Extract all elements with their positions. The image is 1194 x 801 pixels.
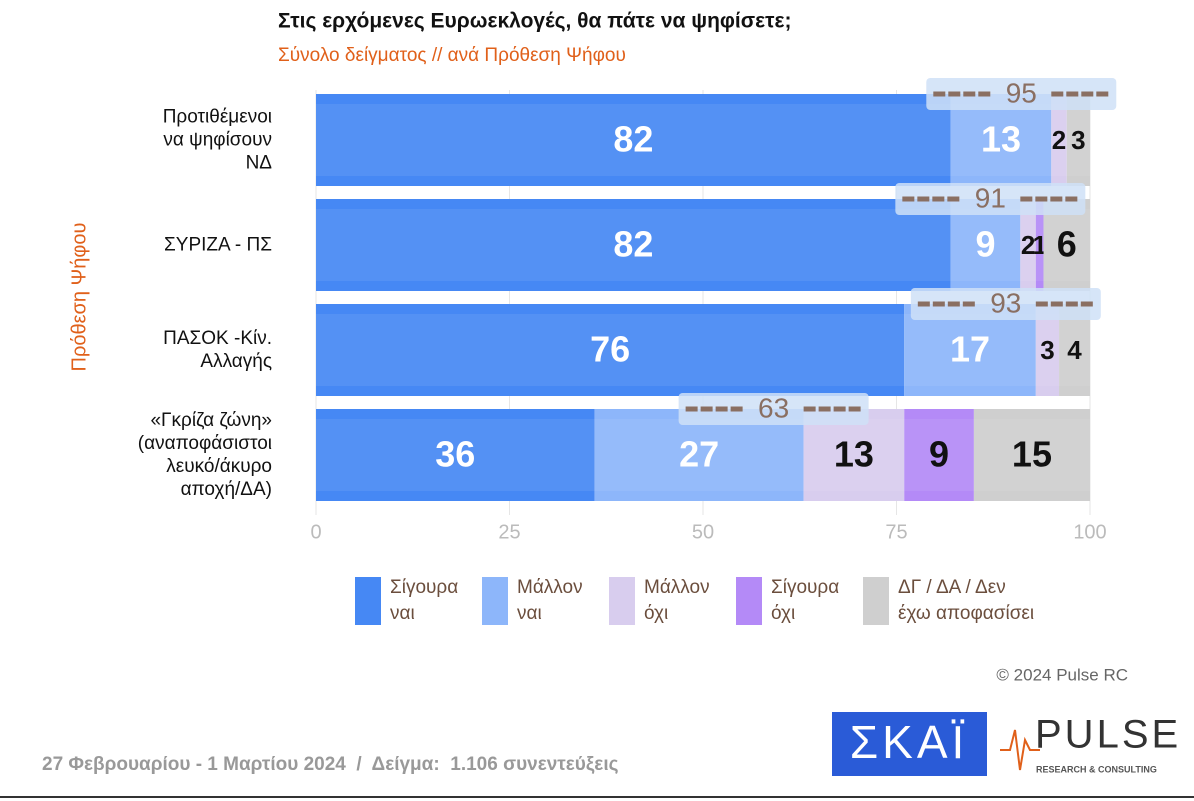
y-axis-label: Πρόθεση Ψήφου bbox=[68, 223, 90, 372]
x-tick-label: 50 bbox=[692, 521, 714, 543]
footer-note: 27 Φεβρουαρίου - 1 Μαρτίου 2024 / Δείγμα… bbox=[42, 754, 619, 775]
legend-label: Μάλλον ναι bbox=[517, 577, 583, 624]
bar-segment bbox=[904, 409, 974, 501]
total-box bbox=[678, 393, 869, 425]
bar-segment bbox=[1020, 199, 1036, 291]
bar-band bbox=[1051, 104, 1067, 176]
value-label: 27 bbox=[679, 434, 719, 475]
value-label: 76 bbox=[590, 329, 630, 370]
bar-band bbox=[904, 314, 1036, 386]
legend-swatch bbox=[863, 577, 889, 625]
total-label: 63 bbox=[758, 392, 789, 423]
bar-segment bbox=[316, 409, 595, 501]
total-label: 91 bbox=[975, 182, 1006, 213]
bar-segment bbox=[316, 199, 951, 291]
value-label: 13 bbox=[834, 434, 874, 475]
bar-band bbox=[316, 209, 951, 281]
value-label: 17 bbox=[950, 329, 990, 370]
value-label: 13 bbox=[981, 119, 1021, 160]
total-box bbox=[910, 288, 1101, 320]
bar-band bbox=[316, 419, 595, 491]
bar-band bbox=[1020, 209, 1036, 281]
value-label: 82 bbox=[613, 119, 653, 160]
value-label: 82 bbox=[613, 224, 653, 265]
legend-label: Μάλλον όχι bbox=[644, 577, 710, 624]
bar-segment bbox=[1051, 94, 1067, 186]
bar-band bbox=[803, 419, 905, 491]
bar-band bbox=[594, 419, 804, 491]
bar-band bbox=[1043, 209, 1090, 281]
value-label: 9 bbox=[975, 224, 995, 265]
bar-segment bbox=[973, 409, 1090, 501]
bar-band bbox=[950, 209, 1021, 281]
category-label: ΠΑΣΟΚ -Κίν. Αλλαγής bbox=[163, 328, 272, 372]
legend-label: Σίγουρα ναι bbox=[390, 577, 459, 624]
value-label: 36 bbox=[435, 434, 475, 475]
value-label: 3 bbox=[1040, 335, 1054, 365]
bar-segment bbox=[1035, 199, 1044, 291]
bar-band bbox=[904, 419, 974, 491]
pulse-logo-wave bbox=[1000, 729, 1040, 771]
value-label: 2 bbox=[1021, 230, 1035, 260]
x-tick-label: 25 bbox=[498, 521, 520, 543]
copyright: © 2024 Pulse RC bbox=[996, 665, 1128, 684]
total-label: 95 bbox=[1006, 77, 1037, 108]
pulse-logo-sub: RESEARCH & CONSULTING bbox=[1036, 764, 1157, 774]
bar-segment bbox=[316, 304, 905, 396]
skai-logo: ΣΚΑΪ bbox=[850, 716, 969, 768]
skai-logo-bg bbox=[832, 712, 987, 776]
bar-band bbox=[316, 314, 905, 386]
bar-segment bbox=[1066, 94, 1090, 186]
bar-segment bbox=[1035, 304, 1060, 396]
value-label: 4 bbox=[1067, 335, 1082, 365]
x-tick-label: 75 bbox=[885, 521, 907, 543]
category-label: ΣΥΡΙΖΑ - ΠΣ bbox=[164, 234, 272, 256]
bar-band bbox=[950, 104, 1052, 176]
value-label: 2 bbox=[1052, 125, 1066, 155]
bar-band bbox=[316, 104, 951, 176]
total-label: 93 bbox=[990, 287, 1021, 318]
value-label: 3 bbox=[1071, 125, 1085, 155]
legend-swatch bbox=[736, 577, 762, 625]
legend-label: Σίγουρα όχι bbox=[771, 577, 840, 624]
pulse-logo: PULSE bbox=[1035, 713, 1181, 757]
bar-band bbox=[973, 419, 1090, 491]
bar-segment bbox=[316, 94, 951, 186]
bar-band bbox=[1035, 314, 1060, 386]
chart-subtitle: Σύνολο δείγματος // ανά Πρόθεση Ψήφου bbox=[278, 45, 626, 66]
total-box bbox=[926, 78, 1117, 110]
chart-title: Στις ερχόμενες Ευρωεκλογές, θα πάτε να ψ… bbox=[278, 10, 791, 33]
bar-band bbox=[1066, 104, 1090, 176]
value-label: 9 bbox=[929, 434, 949, 475]
category-label: «Γκρίζα ζώνη» (αναποφάσιστοι λευκό/άκυρο… bbox=[137, 410, 272, 500]
total-box bbox=[895, 183, 1086, 215]
x-tick-label: 0 bbox=[310, 521, 321, 543]
legend-swatch bbox=[355, 577, 381, 625]
legend-swatch bbox=[609, 577, 635, 625]
value-label: 1 bbox=[1032, 230, 1046, 260]
value-label: 6 bbox=[1057, 224, 1077, 265]
value-label: 15 bbox=[1012, 434, 1052, 475]
legend-swatch bbox=[482, 577, 508, 625]
bar-band bbox=[1059, 314, 1090, 386]
x-tick-label: 100 bbox=[1073, 521, 1106, 543]
legend-label: ΔΓ / ΔΑ / Δεν έχω αποφασίσει bbox=[898, 577, 1035, 624]
category-label: Προτιθέμενοι να ψηφίσουν ΝΔ bbox=[162, 106, 272, 174]
bar-band bbox=[1035, 209, 1044, 281]
